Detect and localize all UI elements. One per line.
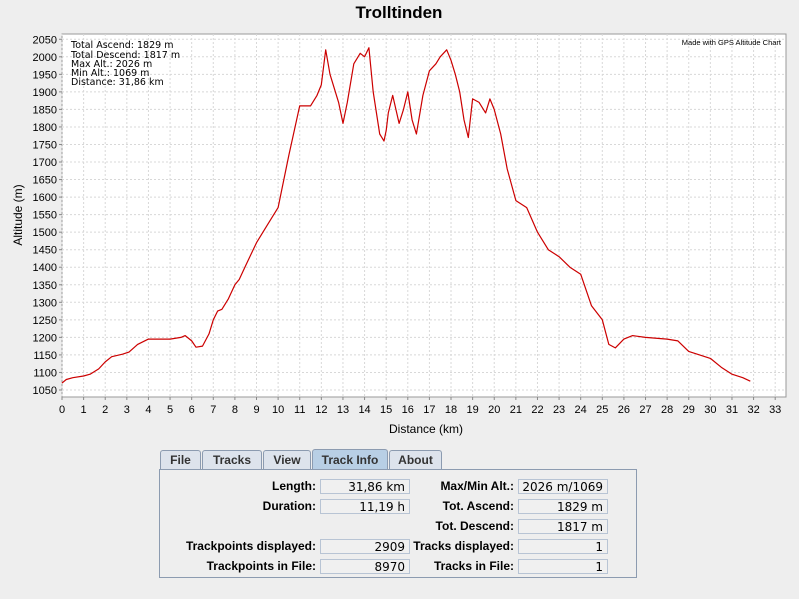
tracks-in-file-label: Tracks in File: xyxy=(433,559,514,573)
y-tick-label: 1250 xyxy=(33,315,57,327)
y-tick-label: 1150 xyxy=(33,350,57,362)
y-axis-ticks: 1050 1100 1150 1200 1250 1300 1350 1400 1450 1500… xyxy=(33,34,62,397)
y-tick-label: 1550 xyxy=(33,210,57,222)
x-tick-label: 29 xyxy=(683,404,695,416)
duration-value: 11,19 h xyxy=(320,499,410,514)
x-tick-label: 30 xyxy=(704,404,716,416)
x-tick-label: 7 xyxy=(210,404,216,416)
y-tick-label: 1900 xyxy=(33,87,57,99)
x-axis-ticks: 0 1 2 3 4 5 6 7 8 9 10 11 12 13 14 15 16 17 18 19 20 21 22 23 24… xyxy=(59,397,781,416)
tracks-displayed-label: Tracks displayed: xyxy=(413,539,514,553)
x-tick-label: 6 xyxy=(189,404,195,416)
length-value: 31,86 km xyxy=(320,479,410,494)
y-tick-label: 1650 xyxy=(33,175,57,187)
x-tick-label: 17 xyxy=(423,404,435,416)
y-tick-label: 1050 xyxy=(33,385,57,397)
y-tick-label: 1450 xyxy=(33,245,57,257)
maxmin-alt-label: Max/Min Alt.: xyxy=(440,479,514,493)
x-tick-label: 21 xyxy=(510,404,522,416)
duration-label: Duration: xyxy=(262,499,316,513)
tot-ascend-label: Tot. Ascend: xyxy=(442,499,514,513)
y-tick-label: 1850 xyxy=(33,104,57,116)
y-tick-label: 1500 xyxy=(33,227,57,239)
y-tick-label: 1700 xyxy=(33,157,57,169)
trackpoints-in-file-label: Trackpoints in File: xyxy=(206,559,316,573)
trackpoints-displayed-value: 2909 xyxy=(320,539,410,554)
x-tick-label: 11 xyxy=(294,404,305,416)
tot-ascend-value: 1829 m xyxy=(518,499,608,514)
x-tick-label: 10 xyxy=(272,404,284,416)
altitude-chart: Trolltinden 1050110011501200125013001350… xyxy=(11,3,787,436)
stats-total-ascend: Total Ascend: 1829 m xyxy=(70,40,173,51)
x-tick-label: 1 xyxy=(81,404,87,416)
tracks-displayed-value: 1 xyxy=(518,539,608,554)
y-tick-label: 1100 xyxy=(33,367,57,379)
tot-descend-value: 1817 m xyxy=(518,519,608,534)
x-tick-label: 9 xyxy=(253,404,259,416)
stats-total-descend: Total Descend: 1817 m xyxy=(70,50,180,61)
x-tick-label: 2 xyxy=(102,404,108,416)
tab-view[interactable]: View xyxy=(263,450,311,469)
x-tick-label: 24 xyxy=(575,404,587,416)
y-tick-label: 2050 xyxy=(33,34,57,46)
stats-max-alt: Max Alt.: 2026 m xyxy=(71,59,152,70)
tab-file[interactable]: File xyxy=(160,450,201,469)
x-tick-label: 23 xyxy=(553,404,565,416)
maxmin-alt-value: 2026 m/1069 m xyxy=(518,479,608,509)
y-tick-label: 1400 xyxy=(33,262,57,274)
x-tick-label: 31 xyxy=(726,404,738,416)
series-layer xyxy=(61,47,751,384)
x-tick-label: 8 xyxy=(232,404,238,416)
x-tick-label: 4 xyxy=(145,404,151,416)
stats-box: Total Ascend: 1829 m Total Descend: 1817… xyxy=(70,40,180,88)
stats-min-alt: Min Alt.: 1069 m xyxy=(71,68,149,79)
x-tick-label: 28 xyxy=(661,404,673,416)
x-tick-label: 20 xyxy=(488,404,500,416)
y-tick-label: 1800 xyxy=(33,122,57,134)
x-tick-label: 19 xyxy=(467,404,479,416)
tracks-in-file-value: 1 xyxy=(518,559,608,574)
x-tick-label: 22 xyxy=(531,404,543,416)
tot-descend-label: Tot. Descend: xyxy=(435,519,514,533)
chart-title: Trolltinden xyxy=(356,3,443,22)
grid-lines xyxy=(61,34,786,397)
y-tick-label: 1750 xyxy=(33,139,57,151)
tab-tracks[interactable]: Tracks xyxy=(202,450,262,469)
y-axis-label: Altitude (m) xyxy=(11,184,25,245)
x-tick-label: 13 xyxy=(337,404,349,416)
length-label: Length: xyxy=(272,479,316,493)
trackpoints-in-file-value: 8970 xyxy=(320,559,410,574)
y-tick-label: 1350 xyxy=(33,280,57,292)
x-tick-label: 25 xyxy=(596,404,608,416)
plot-area xyxy=(61,33,787,398)
y-tick-label: 1200 xyxy=(33,332,57,344)
x-tick-label: 14 xyxy=(358,404,370,416)
x-tick-label: 26 xyxy=(618,404,630,416)
x-axis-label: Distance (km) xyxy=(389,422,463,436)
x-tick-label: 16 xyxy=(402,404,414,416)
x-tick-label: 15 xyxy=(380,404,392,416)
altitude-line xyxy=(61,47,751,384)
x-tick-label: 5 xyxy=(167,404,173,416)
y-tick-label: 2000 xyxy=(33,52,57,64)
x-tick-label: 3 xyxy=(124,404,130,416)
stats-distance: Distance: 31,86 km xyxy=(71,77,164,88)
x-tick-label: 33 xyxy=(769,404,781,416)
y-tick-label: 1600 xyxy=(33,192,57,204)
y-tick-label: 1300 xyxy=(33,297,57,309)
x-tick-label: 32 xyxy=(747,404,759,416)
watermark: Made with GPS Altitude Chart xyxy=(682,38,782,47)
trackpoints-displayed-label: Trackpoints displayed: xyxy=(185,539,316,553)
y-tick-label: 1950 xyxy=(33,69,57,81)
x-tick-label: 27 xyxy=(639,404,651,416)
tab-track-info[interactable]: Track Info xyxy=(312,449,388,470)
track-info-panel: Length: 31,86 km Duration: 11,19 h Track… xyxy=(159,469,637,578)
x-tick-label: 0 xyxy=(59,404,65,416)
x-tick-label: 12 xyxy=(315,404,327,416)
x-tick-label: 18 xyxy=(445,404,457,416)
tab-about[interactable]: About xyxy=(389,450,442,469)
